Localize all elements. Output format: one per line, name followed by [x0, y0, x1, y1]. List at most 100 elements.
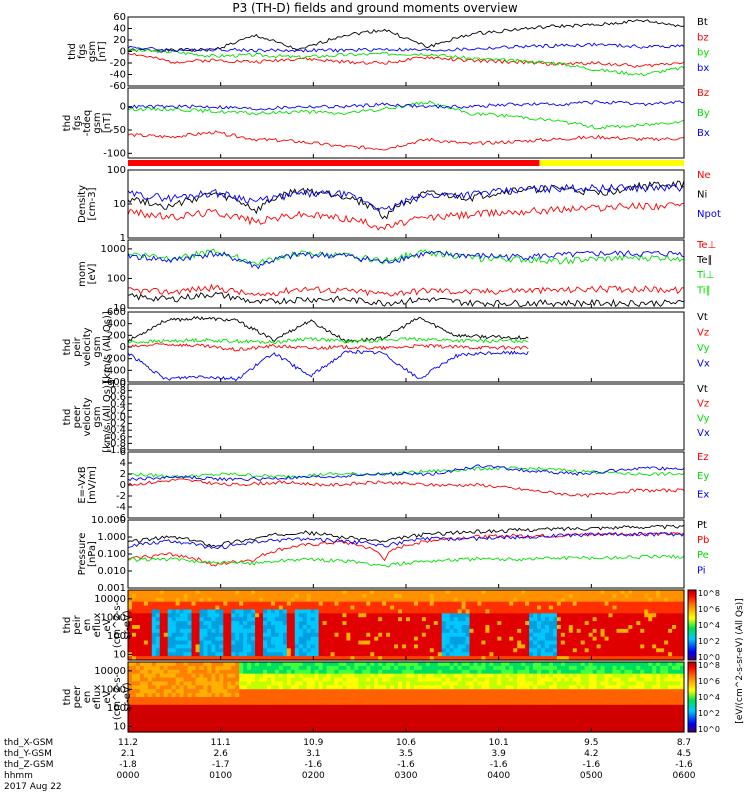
peer_spec-cell: [247, 697, 252, 702]
peer_spec-cell: [545, 665, 550, 671]
peer_spec-cell: [584, 700, 590, 706]
peir_spec-cell: [278, 625, 284, 630]
peer_spec-cell: [290, 700, 296, 706]
peer_spec-cell: [521, 677, 526, 683]
peir_spec-cell: [493, 597, 498, 603]
peer_spec-cell: [342, 712, 348, 718]
peir_spec-cell: [600, 590, 606, 595]
peer_spec-cell: [128, 693, 133, 698]
peir_spec-cell: [386, 593, 391, 599]
peir_spec-cell: [548, 593, 554, 599]
peer_spec-cell: [175, 704, 181, 710]
peer_spec-cell: [537, 724, 542, 729]
peer_spec-cell: [175, 669, 181, 675]
peir_spec-cell: [326, 656, 332, 661]
peer_spec-cell: [342, 716, 348, 721]
peir_spec-cell: [239, 621, 244, 626]
peir_spec-cell: [453, 601, 459, 607]
peir_spec-cell: [370, 652, 375, 657]
peir_spec-cell: [147, 656, 153, 661]
peir_spec-cell: [338, 656, 344, 661]
peir_spec-cell: [159, 648, 165, 653]
density-ylabel-line: Density: [77, 185, 88, 223]
peer_spec-cell: [143, 677, 149, 683]
peir_spec-cell: [525, 621, 530, 626]
peer_spec-cell: [588, 716, 594, 721]
peer_spec-cell: [159, 681, 165, 686]
peer_spec-cell: [302, 677, 308, 683]
peir_spec-cell: [564, 617, 570, 622]
peer_spec-cell: [402, 665, 407, 671]
peir_spec-cell: [179, 621, 185, 626]
peir_spec-cell: [207, 656, 212, 661]
peer_spec-cell: [318, 665, 324, 671]
peer_spec-cell: [457, 716, 463, 721]
velocity_peir-legend-0: Vt: [697, 312, 708, 323]
peer_spec-cell: [175, 685, 181, 690]
peir_spec-cell: [513, 656, 518, 661]
peer_spec-cell: [525, 677, 530, 683]
peir_spec-cell: [513, 644, 518, 649]
peer_spec-cell: [199, 724, 205, 729]
peer_spec-cell: [179, 689, 185, 694]
peer_spec-cell: [382, 669, 387, 675]
peir_spec-cell: [640, 652, 645, 657]
peir_spec-cell: [632, 656, 637, 661]
peer_spec-cell: [461, 708, 467, 714]
peir_spec-cell: [620, 613, 626, 618]
peir_spec-cell: [235, 628, 240, 634]
peir_spec-cell: [334, 632, 340, 638]
peer_spec-cell: [147, 665, 153, 671]
peer_spec-cell: [139, 724, 145, 729]
peer_spec-cell: [322, 677, 328, 683]
peir_spec-cell: [298, 644, 304, 649]
peer_spec-cell: [564, 689, 570, 694]
peer_spec-cell: [417, 712, 423, 718]
peir_spec-cell: [529, 648, 534, 653]
peer_spec-cell: [259, 673, 264, 679]
peir_spec-cell: [139, 601, 145, 607]
peer_spec-cell: [199, 708, 205, 714]
peer_spec-cell: [612, 704, 618, 710]
peir_spec-cell: [624, 601, 629, 607]
peer_spec-cell: [545, 693, 550, 698]
density-ytick-label: 100: [107, 165, 126, 176]
peer_spec-cell: [278, 708, 284, 714]
peir_spec-cell: [207, 632, 212, 638]
peir_spec-cell: [604, 590, 610, 595]
peir_spec-cell: [465, 652, 471, 657]
peer_spec-cell: [322, 689, 328, 694]
peer_spec-cell: [493, 700, 498, 706]
peir_spec-cell: [664, 636, 669, 642]
peir_spec-cell: [362, 628, 367, 634]
peir_spec-cell: [390, 644, 395, 649]
peir_spec-cell: [227, 617, 232, 622]
peir_spec-cell: [310, 636, 316, 642]
pressure-series-Pb: [127, 531, 685, 567]
peir_spec-cell: [580, 593, 586, 599]
peer_spec-cell: [278, 677, 284, 683]
peir_spec-cell: [584, 590, 590, 595]
peir_spec-cell: [453, 593, 459, 599]
peer_spec-cell: [374, 700, 379, 706]
peir_spec-cell: [231, 617, 236, 622]
peer_spec-cell: [501, 724, 506, 729]
peir_spec-cell: [580, 648, 586, 653]
peer_spec-cell: [171, 712, 177, 718]
peir_spec-cell: [203, 601, 209, 607]
peir_spec-cell: [533, 652, 538, 657]
peir_spec-cell: [270, 648, 276, 653]
peir_spec-cell: [640, 640, 645, 646]
peer_spec-cell: [537, 693, 542, 698]
fgs_tdeq-ylabel-line: -tdeq: [82, 110, 93, 136]
peir_spec-cell: [358, 613, 363, 618]
peer_spec-cell: [159, 700, 165, 706]
peir_spec-cell: [433, 648, 439, 653]
peir_spec-cell: [409, 613, 415, 618]
peir_spec-cell: [560, 609, 566, 614]
peer_spec-cell: [425, 693, 431, 698]
peer_spec-cell: [406, 708, 411, 714]
peir_spec-cell: [378, 632, 383, 638]
peer_spec-cell: [457, 712, 463, 718]
peir_spec-cell: [259, 656, 264, 661]
